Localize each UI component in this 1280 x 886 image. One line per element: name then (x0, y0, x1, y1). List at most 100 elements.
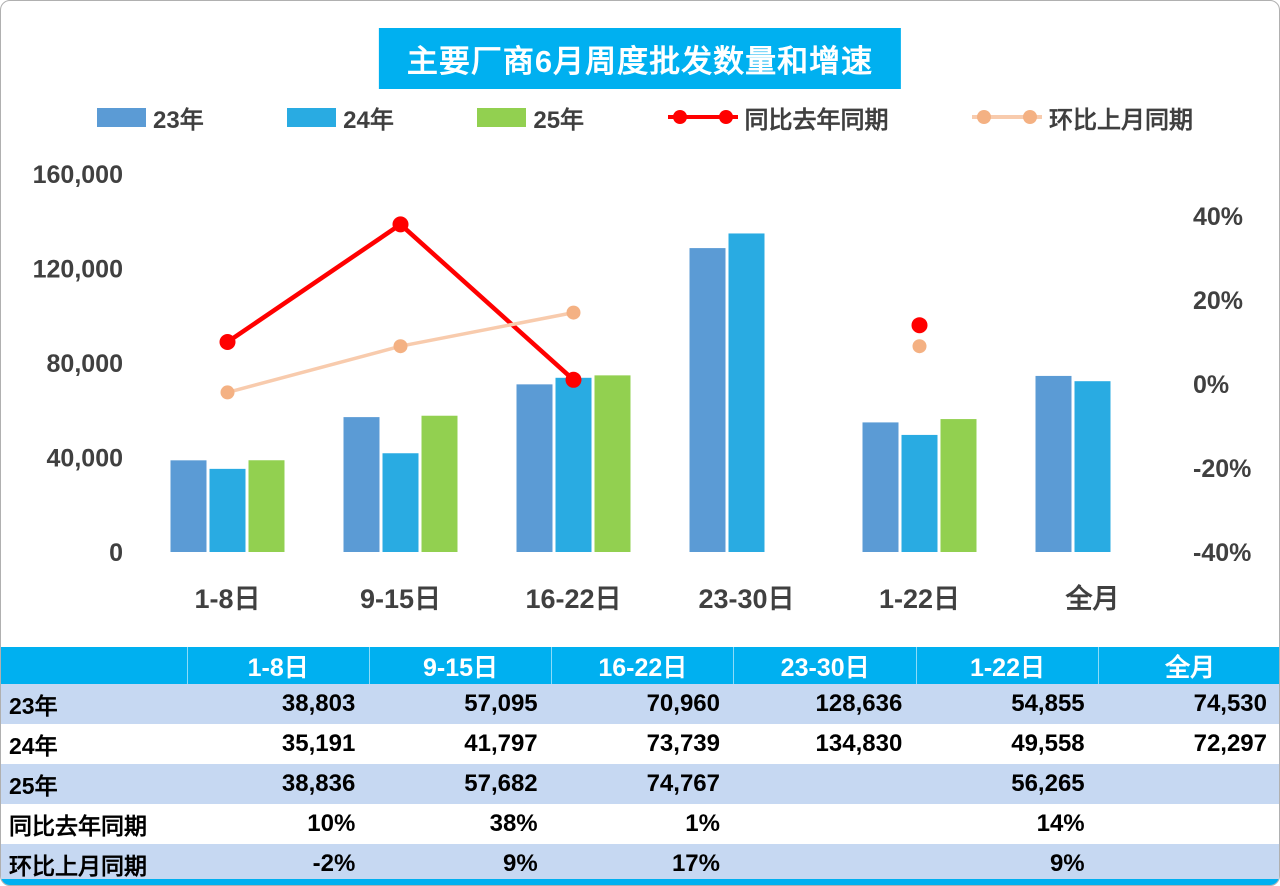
right-axis-tick-2: 0% (1193, 371, 1229, 399)
bar-year-25-4 (940, 419, 977, 552)
row-label-3: 同比去年同期 (9, 813, 147, 839)
table-cell-3-0: 10% (307, 810, 356, 837)
table-cell-3-1: 38% (489, 810, 538, 837)
table-header-cell-6: 全月 (1098, 647, 1279, 684)
data-table: 1-8日 9-15日 16-22日 23-30日 1-22日 全月 23年 38,803 57,… (1, 647, 1279, 884)
table-cell-0-2: 70,960 (646, 690, 720, 717)
table-cell-2-4: 56,265 (1011, 770, 1085, 797)
bar-year-23-2 (516, 384, 553, 552)
legend-swatch-year-25 (477, 107, 527, 127)
left-axis-tick-0: 0 (109, 539, 123, 567)
legend-item-year-23: 23年 (97, 100, 204, 135)
legend-label-year-24: 24年 (343, 106, 394, 134)
table-cell-4-2: 17% (671, 850, 720, 877)
marker-yoy-2 (565, 371, 582, 388)
table-cell-2-2: 74,767 (646, 770, 720, 797)
marker-mom-0 (220, 385, 235, 400)
table-cell-1-0: 35,191 (281, 730, 356, 757)
legend-item-year-25: 25年 (477, 100, 584, 135)
table-header-cell-3: 16-22日 (551, 647, 734, 684)
table-cell-2-3 (734, 764, 916, 804)
bar-year-24-0 (209, 468, 246, 552)
table-cell-3-4: 14% (1036, 810, 1085, 837)
table-header-cell-5: 1-22日 (915, 647, 1099, 684)
legend-label-mom: 环比上月同期 (1048, 106, 1193, 134)
table-row-1: 24年 35,191 41,797 73,739 134,830 49,558 72,297 (1, 724, 1279, 764)
legend-line-marker (672, 110, 687, 124)
legend-item-year-24: 24年 (287, 100, 394, 135)
legend-label-yoy: 同比去年同期 (744, 106, 889, 134)
marker-yoy-1 (392, 216, 409, 233)
marker-mom-2 (566, 305, 581, 320)
table-row-2: 25年 38,836 57,682 74,767 56,265 (1, 764, 1279, 804)
marker-mom-4 (912, 339, 927, 354)
table-cell-3-3 (734, 804, 916, 844)
table-header-cell-4: 23-30日 (733, 647, 917, 684)
table-header-row: 1-8日 9-15日 16-22日 23-30日 1-22日 全月 (1, 647, 1279, 684)
table-cell-1-5: 72,297 (1193, 730, 1267, 757)
bar-year-25-0 (248, 460, 285, 552)
table-cell-4-0: -2% (312, 850, 356, 877)
bar-year-25-1 (421, 415, 458, 552)
line-yoy (226, 221, 576, 382)
table-header-cell-1: 1-8日 (186, 647, 370, 684)
combo-chart-plot: 0 40,000 80,000 120,000 160,000 -40% -20% 0% 20%… (33, 161, 1252, 614)
legend-item-yoy: 同比去年同期 (667, 100, 889, 135)
left-axis-tick-2: 80,000 (47, 350, 123, 378)
row-label-0: 23年 (9, 693, 58, 719)
table-cell-0-4: 54,855 (1011, 690, 1085, 717)
table-cell-4-4: 9% (1049, 850, 1085, 877)
left-axis-tick-4: 160,000 (33, 161, 123, 189)
left-axis-tick-1: 40,000 (47, 445, 123, 473)
legend-line-marker (1022, 110, 1037, 124)
x-axis-label-0: 1-8日 (194, 584, 260, 614)
bar-year-24-2 (555, 377, 592, 552)
right-axis-tick-1: -20% (1193, 455, 1251, 483)
bar-year-24-1 (382, 453, 419, 552)
legend-label-year-25: 25年 (533, 106, 585, 134)
chart-title: 主要厂商6月周度批发数量和增速 (378, 28, 902, 89)
table-cell-0-1: 57,095 (464, 690, 538, 717)
marker-yoy-0 (219, 334, 236, 350)
table-cell-1-3: 134,830 (815, 730, 903, 757)
row-label-2: 25年 (9, 773, 58, 799)
row-label-4: 环比上月同期 (9, 853, 147, 879)
bar-year-23-4 (862, 422, 899, 552)
legend-line-marker (976, 110, 991, 124)
table-cell-0-3: 128,636 (815, 690, 903, 717)
table-cell-1-1: 41,797 (464, 730, 538, 757)
marker-yoy-4 (911, 317, 928, 334)
x-axis-label-1: 9-15日 (360, 584, 441, 614)
x-axis-label-2: 16-22日 (525, 584, 621, 614)
right-axis-tick-4: 40% (1193, 203, 1243, 231)
right-axis-tick-0: -40% (1193, 539, 1251, 567)
marker-mom-1 (393, 339, 408, 354)
row-label-1: 24年 (9, 733, 58, 759)
table-cell-0-5: 74,530 (1193, 690, 1267, 717)
table-row-3: 同比去年同期 10% 38% 1% 14% (1, 804, 1279, 844)
legend-line-mom (971, 110, 1042, 124)
table-cell-4-3 (734, 844, 916, 884)
table-cell-4-1: 9% (502, 850, 538, 877)
table-cell-4-5 (1099, 844, 1279, 884)
bar-year-23-3 (689, 248, 726, 552)
left-axis-tick-3: 120,000 (33, 256, 123, 284)
legend-label-year-23: 23年 (153, 106, 204, 134)
table-header-cell-2: 9-15日 (368, 647, 552, 684)
table-cell-2-1: 57,682 (464, 770, 538, 797)
bar-year-24-5 (1074, 381, 1111, 552)
x-axis-label-3: 23-30日 (698, 584, 794, 614)
bar-year-24-3 (728, 233, 765, 553)
table-cell-2-5 (1099, 764, 1279, 804)
bar-year-23-0 (170, 460, 207, 552)
table-row-4: 环比上月同期 -2% 9% 17% 9% (1, 844, 1279, 884)
table-cell-1-2: 73,739 (646, 730, 720, 757)
legend-line-yoy (667, 110, 738, 124)
bar-year-23-5 (1035, 375, 1072, 552)
bar-year-25-2 (594, 375, 631, 552)
bar-year-24-4 (901, 434, 938, 552)
table-cell-2-0: 38,836 (281, 770, 356, 797)
bottom-accent-bar (1, 879, 1279, 885)
table-cell-1-4: 49,558 (1011, 730, 1085, 757)
